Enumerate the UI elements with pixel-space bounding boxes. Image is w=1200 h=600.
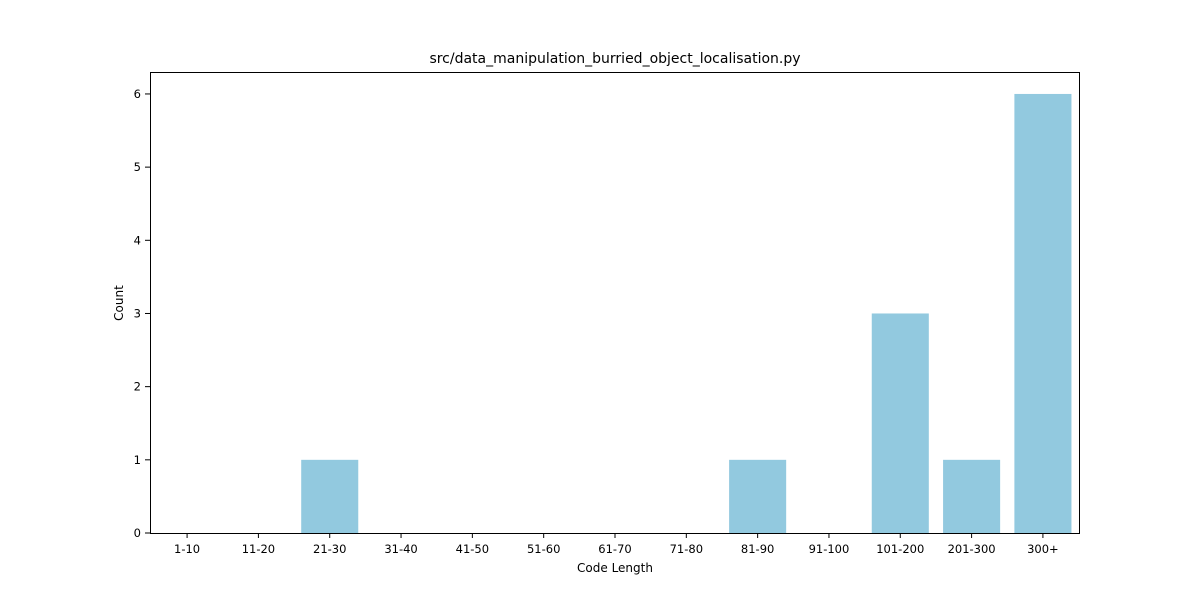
y-axis: 0 1 2 3 4 5 6 [134, 87, 150, 540]
y-tick-label: 6 [134, 87, 141, 101]
x-tick-label: 61-70 [598, 542, 631, 556]
x-axis: 1-10 11-20 21-30 31-40 41-50 51-60 61-70 71-80 8… [174, 533, 1059, 556]
y-tick-label: 4 [134, 233, 141, 247]
plot-frame [150, 72, 1080, 534]
x-tick-label: 21-30 [313, 542, 346, 556]
bars-group [301, 93, 1072, 533]
x-tick-label: 51-60 [527, 542, 560, 556]
bar-300+ [1014, 93, 1072, 533]
y-tick-label: 2 [134, 380, 141, 394]
x-tick-label: 41-50 [456, 542, 489, 556]
x-tick-label: 201-300 [948, 542, 996, 556]
x-tick-label: 91-100 [809, 542, 850, 556]
bar-101-200 [871, 313, 929, 533]
x-tick-label: 31-40 [384, 542, 417, 556]
x-tick-label: 300+ [1027, 542, 1059, 556]
x-tick-label: 101-200 [876, 542, 924, 556]
bar-21-30 [301, 459, 359, 533]
y-tick-label: 1 [134, 453, 141, 467]
x-tick-label: 81-90 [741, 542, 774, 556]
x-tick-label: 71-80 [670, 542, 703, 556]
y-tick-label: 3 [134, 306, 141, 320]
bar-81-90 [729, 459, 787, 533]
bar-201-300 [943, 459, 1001, 533]
x-axis-label: Code Length [577, 561, 653, 575]
y-tick-label: 5 [134, 160, 141, 174]
chart-title: src/data_manipulation_burried_object_loc… [429, 51, 800, 67]
y-tick-label: 0 [134, 526, 141, 540]
x-tick-label: 11-20 [242, 542, 275, 556]
y-axis-label: Count [112, 285, 126, 321]
x-tick-label: 1-10 [174, 542, 200, 556]
